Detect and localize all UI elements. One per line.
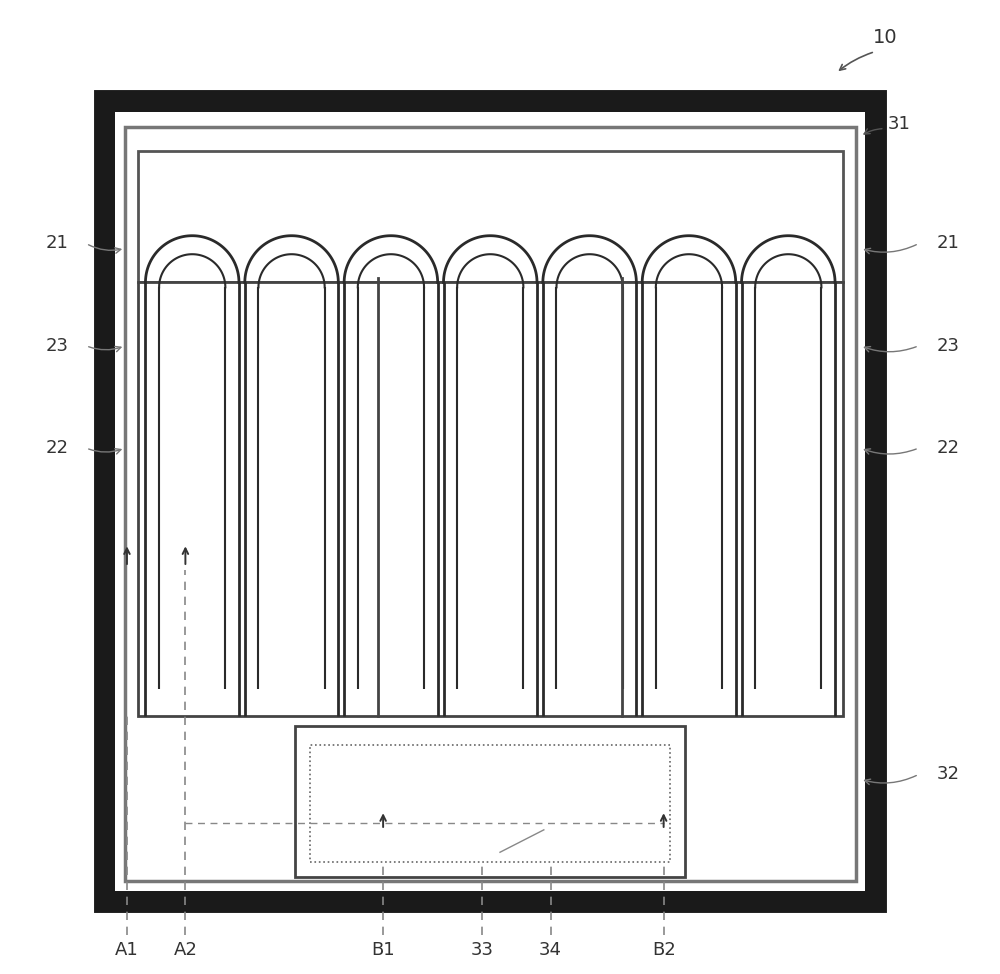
Bar bbox=[295, 726, 685, 877]
Text: 33: 33 bbox=[471, 941, 494, 958]
Bar bbox=[138, 282, 843, 716]
Bar bbox=[125, 127, 856, 881]
Text: B1: B1 bbox=[371, 941, 395, 958]
Text: 23: 23 bbox=[937, 337, 960, 355]
Text: 34: 34 bbox=[539, 941, 562, 958]
Bar bbox=[115, 112, 865, 891]
Text: A1: A1 bbox=[115, 941, 139, 958]
Bar bbox=[138, 151, 843, 282]
Bar bbox=[101, 97, 880, 906]
Text: 21: 21 bbox=[45, 235, 68, 252]
Text: 31: 31 bbox=[888, 115, 911, 132]
Text: 22: 22 bbox=[45, 439, 68, 457]
Text: 22: 22 bbox=[937, 439, 960, 457]
Text: 10: 10 bbox=[872, 27, 897, 47]
Text: B2: B2 bbox=[652, 941, 676, 958]
Text: 21: 21 bbox=[937, 235, 959, 252]
Text: A2: A2 bbox=[173, 941, 197, 958]
Text: 23: 23 bbox=[45, 337, 68, 355]
Text: 32: 32 bbox=[937, 766, 960, 783]
Bar bbox=[310, 745, 670, 862]
